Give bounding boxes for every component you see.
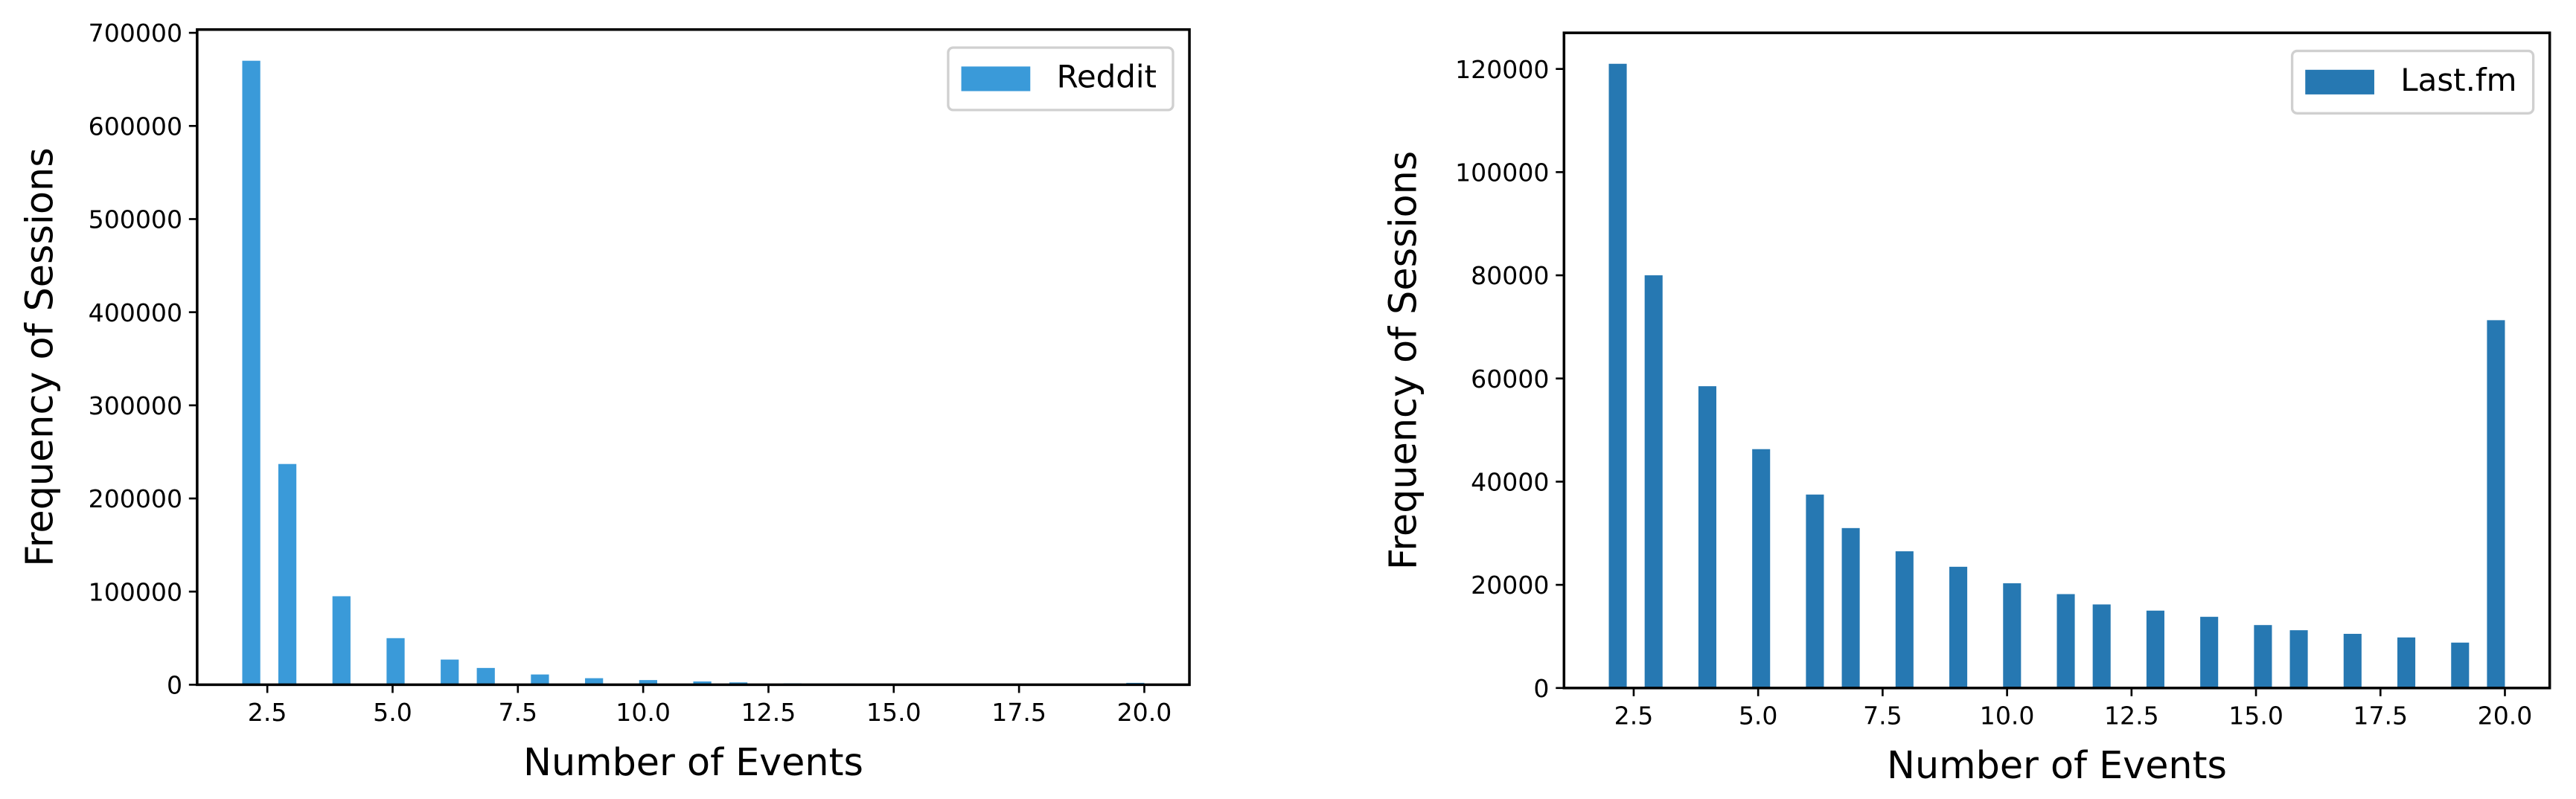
- legend-box: [947, 46, 1174, 112]
- bar: [1698, 386, 1716, 688]
- bar: [332, 596, 351, 685]
- bar: [2146, 610, 2164, 688]
- legend-label: Last.fm: [2400, 62, 2516, 98]
- bar: [2397, 637, 2416, 688]
- bar: [2003, 583, 2022, 688]
- bar: [585, 678, 604, 685]
- bar: [2200, 617, 2219, 688]
- y-tick-label: 700000: [89, 19, 182, 48]
- panel: 2.5 5.0 7.5 10.0 12.5 15.0 17.5 20.0 0 100000 2000…: [18, 19, 1191, 784]
- axes-frame: [196, 28, 1191, 687]
- bar: [2254, 625, 2272, 688]
- x-tick-label: 20.0: [1117, 698, 1172, 727]
- legend: Reddit: [947, 46, 1174, 112]
- bar: [1806, 494, 1824, 688]
- bar: [1949, 566, 1968, 688]
- bar: [1644, 275, 1663, 688]
- x-tick-label: 2.5: [248, 698, 287, 727]
- x-tick-label: 2.5: [1614, 701, 1654, 730]
- y-axis-label: Frequency of Sessions: [1381, 151, 1425, 570]
- bar: [693, 681, 712, 685]
- bar: [2343, 633, 2362, 688]
- panel: 2.5 5.0 7.5 10.0 12.5 15.0 17.5 20.0 0 20000 40000…: [1381, 31, 2551, 787]
- bar: [242, 60, 261, 685]
- legend: Last.fm: [2290, 49, 2535, 115]
- x-tick-label: 5.0: [1739, 701, 1778, 730]
- y-tick-label: 100000: [1455, 158, 1549, 187]
- x-tick-label: 5.0: [373, 698, 412, 727]
- bar: [2092, 604, 2111, 688]
- x-tick-label: 12.5: [2104, 701, 2159, 730]
- y-tick-label: 400000: [89, 298, 182, 327]
- bar: [2487, 320, 2505, 688]
- y-tick-label: 500000: [89, 205, 182, 234]
- bar: [1841, 527, 1860, 688]
- x-tick-label: 10.0: [1980, 701, 2035, 730]
- legend-swatch: [961, 66, 1031, 92]
- y-tick-label: 0: [1533, 674, 1549, 703]
- y-tick-label: 80000: [1471, 261, 1549, 290]
- legend-label: Reddit: [1057, 58, 1157, 94]
- bar: [1608, 63, 1627, 688]
- bar: [2451, 642, 2470, 688]
- x-tick-label: 20.0: [2478, 701, 2533, 730]
- bar: [278, 463, 297, 685]
- bar: [1752, 449, 1771, 688]
- y-tick-label: 120000: [1455, 55, 1549, 84]
- y-tick-label: 300000: [89, 391, 182, 420]
- x-tick-label: 10.0: [616, 698, 671, 727]
- y-tick-label: 60000: [1471, 365, 1549, 394]
- x-tick-label: 12.5: [741, 698, 796, 727]
- x-axis-label: Number of Events: [523, 740, 863, 784]
- axes-frame: [1562, 31, 2551, 690]
- x-axis-label: Number of Events: [1887, 743, 2227, 787]
- bar: [386, 638, 405, 685]
- bar: [531, 674, 549, 685]
- x-tick-label: 17.5: [2353, 701, 2408, 730]
- x-tick-label: 15.0: [866, 698, 921, 727]
- y-tick-label: 0: [167, 671, 182, 700]
- bar: [1895, 551, 1914, 688]
- bar: [2056, 594, 2075, 688]
- y-tick-label: 20000: [1471, 571, 1549, 600]
- bar: [2289, 630, 2308, 688]
- bar: [476, 667, 495, 685]
- x-tick-label: 17.5: [991, 698, 1046, 727]
- y-tick-label: 40000: [1471, 468, 1549, 497]
- y-tick-label: 600000: [89, 112, 182, 141]
- x-tick-label: 7.5: [1863, 701, 1902, 730]
- x-tick-label: 7.5: [498, 698, 537, 727]
- y-tick-label: 100000: [89, 577, 182, 606]
- y-tick-label: 200000: [89, 484, 182, 513]
- y-axis-label: Frequency of Sessions: [18, 147, 62, 566]
- x-tick-label: 15.0: [2228, 701, 2283, 730]
- bar: [639, 680, 657, 685]
- bar: [441, 659, 459, 685]
- legend-swatch: [2305, 69, 2374, 94]
- legend-box: [2290, 49, 2535, 115]
